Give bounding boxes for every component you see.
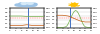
Circle shape	[71, 3, 77, 6]
Ellipse shape	[18, 4, 36, 7]
Ellipse shape	[19, 3, 26, 6]
Ellipse shape	[30, 3, 37, 6]
Ellipse shape	[15, 4, 21, 6]
Ellipse shape	[24, 2, 33, 5]
Ellipse shape	[21, 2, 27, 4]
Ellipse shape	[27, 2, 33, 4]
